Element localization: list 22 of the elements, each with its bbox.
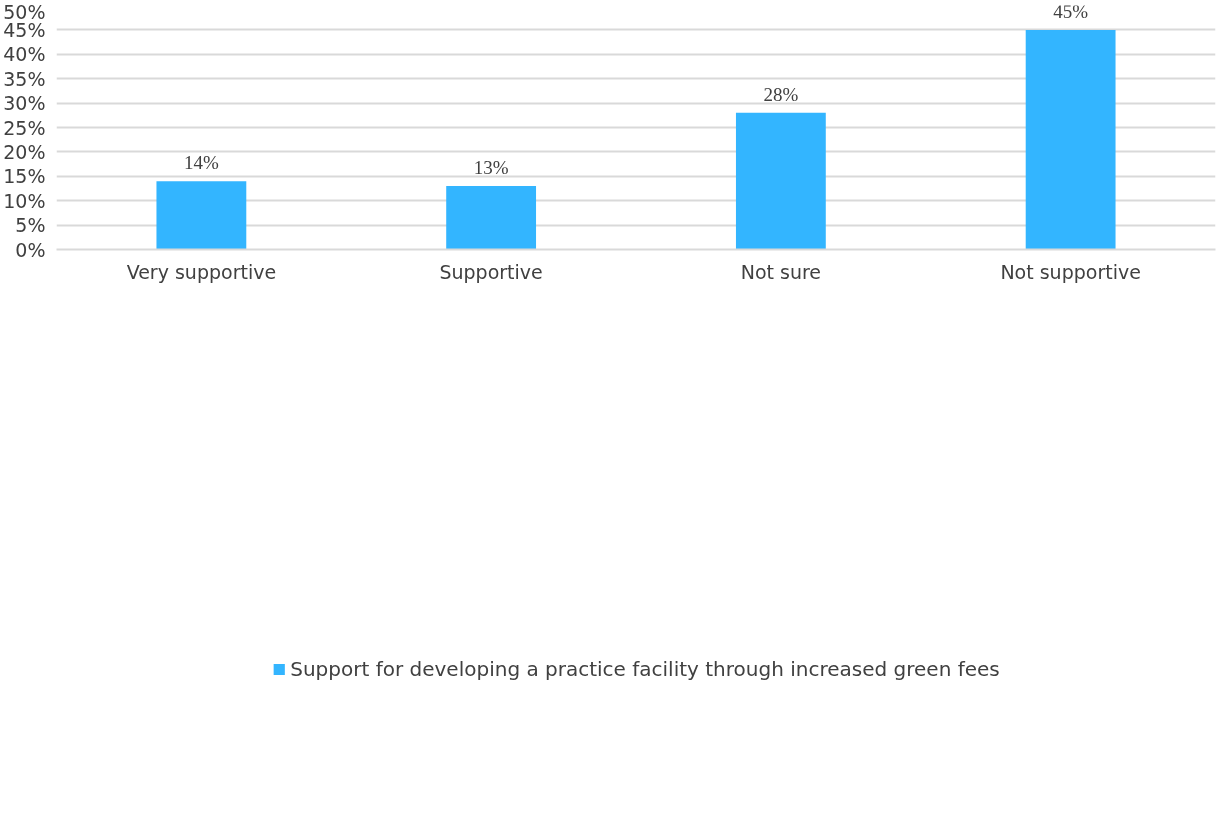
text: 45% [1053,0,1089,22]
bar [1025,29,1116,250]
y-tick-label: 30% [3,92,46,115]
legend-label: Support for developing a practice facility through increased green fees [290,657,1000,681]
x-tick-label: Not supportive [1000,260,1141,283]
x-tick-label: Not sure [740,260,822,283]
y-tick-label: 15% [3,165,46,188]
text: 14% [183,152,219,174]
y-tick-label: 20% [3,140,46,163]
y-tick-label: 40% [3,43,46,66]
bar [446,186,537,250]
y-tick-label: 35% [3,67,46,90]
x-tick-label: Very supportive [126,260,277,283]
bar [735,112,826,250]
y-tick-label: 5% [15,214,46,237]
y-tick-label: 25% [3,116,46,139]
y-tick-label: 10% [3,189,46,212]
text: 13% [473,157,509,179]
bar [156,181,247,250]
y-tick-label: 0% [15,238,46,261]
text: 28% [763,83,799,105]
x-tick-label: Supportive [439,260,543,283]
